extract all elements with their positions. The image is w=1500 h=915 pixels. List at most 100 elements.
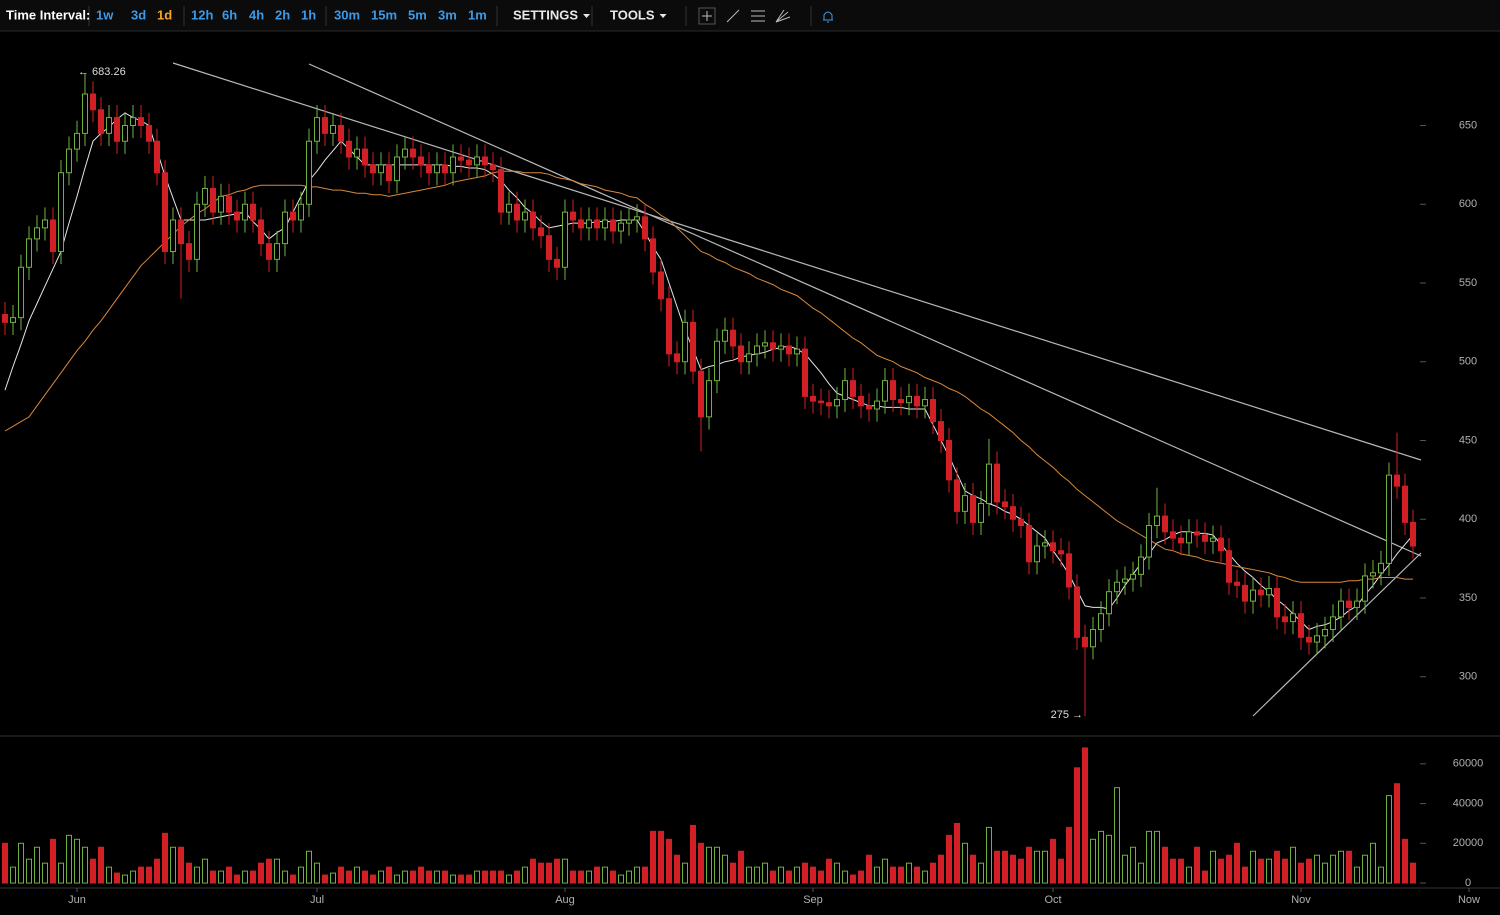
volume-bar: [778, 866, 784, 884]
drawing-tools[interactable]: [698, 7, 833, 25]
candle-body: [250, 203, 256, 221]
volume-bar: [1386, 795, 1392, 884]
candle-body: [298, 203, 304, 221]
interval-button[interactable]: 30m: [334, 7, 360, 22]
candle-body: [186, 243, 192, 260]
volume-bar: [738, 850, 744, 884]
y-tick-label: 0: [1465, 877, 1471, 889]
volume-bar: [970, 854, 976, 884]
volume-bar: [1154, 830, 1160, 884]
candle-body: [738, 345, 744, 363]
candle-body: [1362, 575, 1368, 602]
volume-bar: [882, 858, 888, 884]
volume-bar: [1010, 854, 1016, 884]
volume-bar: [154, 858, 160, 884]
menu-button[interactable]: SETTINGS: [513, 7, 578, 22]
candle-body: [58, 172, 64, 252]
volume-bar: [186, 862, 192, 884]
volume-bar: [1090, 838, 1096, 884]
candle-body: [578, 219, 584, 229]
volume-bar: [370, 874, 376, 884]
candle-body: [834, 399, 840, 407]
volume-bar: [434, 870, 440, 884]
candle-body: [1034, 545, 1040, 563]
volume-bar: [586, 870, 592, 884]
interval-button[interactable]: 12h: [191, 7, 213, 22]
volume-bar: [1178, 858, 1184, 884]
line-tool[interactable]: [726, 9, 740, 23]
candle-body: [1138, 556, 1144, 575]
volume-bar: [754, 866, 760, 884]
candle-body: [666, 298, 672, 355]
interval-button[interactable]: 3d: [131, 7, 146, 22]
interval-button[interactable]: 6h: [222, 7, 237, 22]
candle-body: [10, 317, 16, 323]
candle-body: [618, 222, 624, 232]
candle-body: [1074, 586, 1080, 638]
candle-body: [682, 321, 688, 363]
fan-tool[interactable]: [775, 9, 791, 23]
volume-bar: [802, 862, 808, 884]
fib-tool[interactable]: [751, 10, 765, 22]
candle-body: [378, 164, 384, 174]
alert-bell[interactable]: [823, 11, 833, 23]
candle-body: [538, 227, 544, 237]
candle-body: [162, 172, 168, 252]
candle-body: [1042, 542, 1048, 547]
interval-button[interactable]: 1h: [301, 7, 316, 22]
y-tick-label: 20000: [1453, 837, 1484, 849]
interval-button[interactable]: 4h: [249, 7, 264, 22]
volume-bar: [138, 866, 144, 884]
interval-button[interactable]: 15m: [371, 7, 397, 22]
volume-bar: [666, 838, 672, 884]
candle-body: [1082, 636, 1088, 648]
candle-body: [842, 380, 848, 401]
candle-body: [218, 195, 224, 213]
candle-body: [1162, 515, 1168, 533]
candle-body: [82, 93, 88, 134]
interval-button[interactable]: 1d: [157, 7, 172, 22]
volume-bar: [1186, 866, 1192, 884]
volume-bar: [162, 832, 168, 884]
candle-body: [1338, 600, 1344, 618]
candle-body: [762, 342, 768, 347]
volume-bar: [650, 830, 656, 884]
crosshair-tool[interactable]: [698, 7, 716, 25]
volume-bar: [658, 830, 664, 884]
candle-body: [2, 313, 8, 323]
y-tick-label: 500: [1459, 356, 1477, 368]
candle-body: [322, 117, 328, 134]
candle-body: [42, 219, 48, 229]
volume-bar: [226, 866, 232, 884]
volume-bar: [114, 872, 120, 884]
candle-body: [354, 148, 360, 158]
interval-button[interactable]: 1m: [468, 7, 487, 22]
volume-bar: [994, 850, 1000, 884]
volume-bar: [842, 870, 848, 884]
volume-bar: [618, 874, 624, 884]
candle-body: [290, 211, 296, 221]
interval-button[interactable]: 3m: [438, 7, 457, 22]
volume-bar: [1346, 850, 1352, 884]
candle-body: [1394, 474, 1400, 487]
plot: 300 350 400 450 500 550 600 650 ← 683.26 275 → 0 20…: [2, 66, 1484, 906]
volume-bar: [274, 858, 280, 884]
volume-bar: [170, 846, 176, 884]
candle-body: [922, 399, 928, 407]
candle-body: [1146, 525, 1152, 558]
candle-body: [138, 117, 144, 126]
interval-button[interactable]: 5m: [408, 7, 427, 22]
candle-body: [314, 117, 320, 142]
volume-bar: [682, 862, 688, 884]
interval-button[interactable]: 2h: [275, 7, 290, 22]
volume-bar: [306, 850, 312, 884]
x-tick-label: Sep: [803, 894, 823, 906]
candle-body: [778, 345, 784, 350]
menu-button[interactable]: TOOLS: [610, 7, 655, 22]
candle-body: [1242, 584, 1248, 602]
interval-button[interactable]: 1w: [96, 7, 114, 22]
volume-bar: [1282, 858, 1288, 884]
volume-bar: [1322, 862, 1328, 884]
volume-bar: [1130, 846, 1136, 884]
